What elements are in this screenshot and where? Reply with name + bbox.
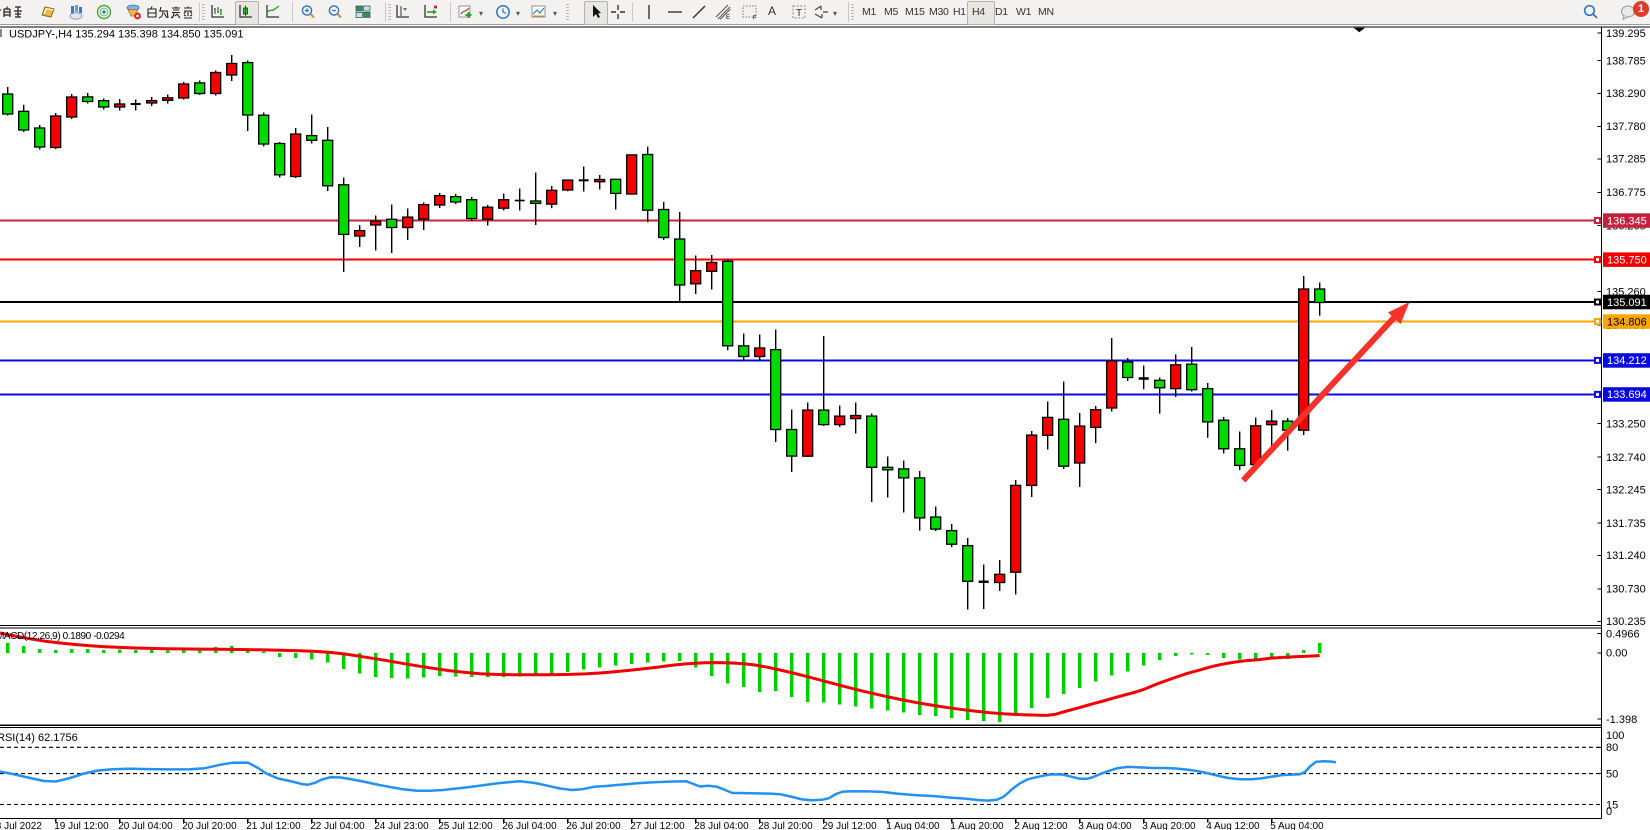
svg-text:5 Aug 04:00: 5 Aug 04:00 xyxy=(1270,821,1324,830)
svg-text:29 Jul 12:00: 29 Jul 12:00 xyxy=(822,821,877,830)
svg-text:136.775: 136.775 xyxy=(1606,187,1646,199)
svg-text:138.290: 138.290 xyxy=(1606,88,1646,100)
svg-text:3 Aug 04:00: 3 Aug 04:00 xyxy=(1078,821,1132,830)
svg-text:MACD(12,26,9) 0.1890 -0.0294: MACD(12,26,9) 0.1890 -0.0294 xyxy=(0,631,125,642)
svg-text:F: F xyxy=(753,16,757,21)
svg-text:80: 80 xyxy=(1606,742,1618,754)
svg-text:2 Aug 12:00: 2 Aug 12:00 xyxy=(1014,821,1068,830)
svg-text:137.285: 137.285 xyxy=(1606,154,1646,166)
svg-text:131.735: 131.735 xyxy=(1606,518,1646,530)
svg-text:28 Jul 20:00: 28 Jul 20:00 xyxy=(758,821,813,830)
svg-text:20 Jul 20:00: 20 Jul 20:00 xyxy=(182,821,237,830)
svg-text:139.295: 139.295 xyxy=(1606,28,1646,40)
svg-text:-1.398: -1.398 xyxy=(1606,714,1637,726)
svg-text:131.240: 131.240 xyxy=(1606,550,1646,562)
svg-text:0: 0 xyxy=(1606,806,1612,818)
svg-text:1 Aug 20:00: 1 Aug 20:00 xyxy=(950,821,1004,830)
svg-text:15: 15 xyxy=(1606,799,1618,811)
svg-text:18 Jul 2022: 18 Jul 2022 xyxy=(0,821,42,830)
svg-text:RSI(14) 62.1756: RSI(14) 62.1756 xyxy=(0,732,78,744)
svg-text:26 Jul 20:00: 26 Jul 20:00 xyxy=(566,821,621,830)
svg-text:0.4966: 0.4966 xyxy=(1606,628,1640,640)
svg-text:134.806: 134.806 xyxy=(1607,316,1647,328)
svg-text:132.245: 132.245 xyxy=(1606,484,1646,496)
svg-text:USDJPY-,H4 135.294 135.398 13: USDJPY-,H4 135.294 135.398 134.850 135.0… xyxy=(9,29,243,41)
svg-text:27 Jul 12:00: 27 Jul 12:00 xyxy=(630,821,685,830)
svg-text:136.345: 136.345 xyxy=(1607,215,1647,227)
svg-text:130.235: 130.235 xyxy=(1606,616,1646,628)
svg-text:135.091: 135.091 xyxy=(1607,297,1647,309)
svg-text:28 Jul 04:00: 28 Jul 04:00 xyxy=(694,821,749,830)
svg-text:4 Aug 12:00: 4 Aug 12:00 xyxy=(1206,821,1260,830)
svg-text:133.694: 133.694 xyxy=(1607,389,1647,401)
svg-text:0.00: 0.00 xyxy=(1606,648,1627,660)
svg-text:20 Jul 04:00: 20 Jul 04:00 xyxy=(118,821,173,830)
svg-text:130.730: 130.730 xyxy=(1606,584,1646,596)
svg-text:138.785: 138.785 xyxy=(1606,55,1646,67)
svg-text:26 Jul 04:00: 26 Jul 04:00 xyxy=(502,821,557,830)
svg-text:134.212: 134.212 xyxy=(1607,355,1647,367)
svg-text:50: 50 xyxy=(1606,768,1618,780)
svg-text:22 Jul 04:00: 22 Jul 04:00 xyxy=(310,821,365,830)
svg-text:3 Aug 20:00: 3 Aug 20:00 xyxy=(1142,821,1196,830)
svg-text:100: 100 xyxy=(1606,730,1624,742)
svg-text:1 Aug 04:00: 1 Aug 04:00 xyxy=(886,821,940,830)
svg-text:24 Jul 23:00: 24 Jul 23:00 xyxy=(374,821,429,830)
svg-text:T: T xyxy=(796,8,802,19)
svg-text:E: E xyxy=(726,15,730,20)
svg-text:25 Jul 12:00: 25 Jul 12:00 xyxy=(438,821,493,830)
svg-text:19 Jul 12:00: 19 Jul 12:00 xyxy=(54,821,109,830)
svg-text:21 Jul 12:00: 21 Jul 12:00 xyxy=(246,821,301,830)
svg-text:132.740: 132.740 xyxy=(1606,452,1646,464)
svg-text:133.250: 133.250 xyxy=(1606,418,1646,430)
svg-text:137.780: 137.780 xyxy=(1606,121,1646,133)
svg-text:135.750: 135.750 xyxy=(1607,254,1647,266)
